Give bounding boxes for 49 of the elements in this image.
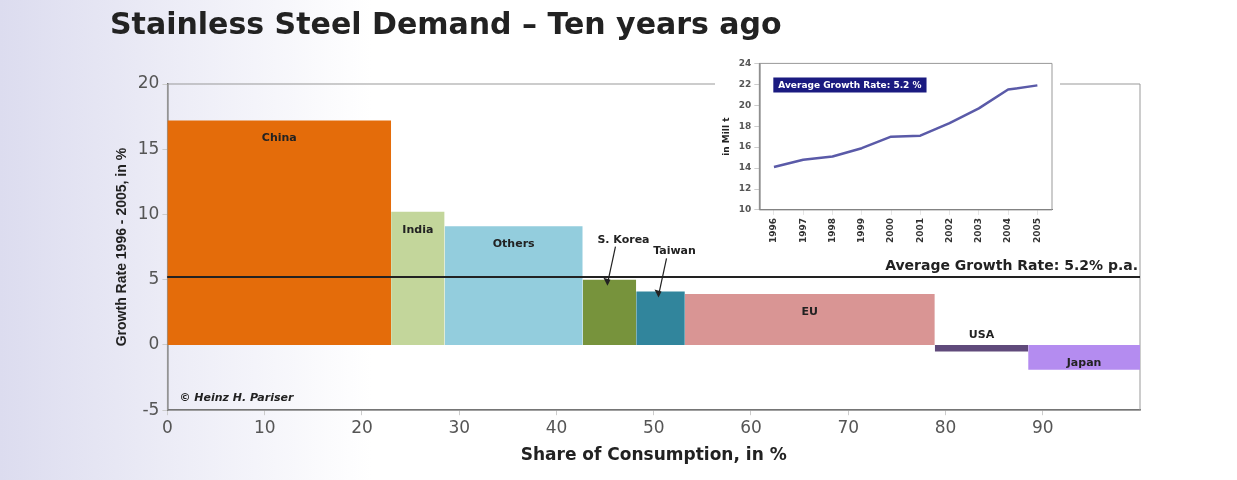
x-tick-label: 50 [642, 416, 665, 437]
x-tick-label: 90 [1031, 416, 1054, 437]
y-tick-label: 10 [137, 202, 160, 223]
y-tick-label: 22 [738, 78, 752, 89]
y-tick-label: 24 [738, 57, 752, 68]
y-tick-label: 16 [738, 141, 752, 152]
chart-title: Stainless Steel Demand – Ten years ago [110, 5, 782, 41]
y-tick-label: 18 [738, 120, 752, 131]
x-tick-label: 20 [351, 416, 373, 437]
series-label: EU [801, 304, 819, 318]
y-axis-title: in Mill t [720, 116, 731, 156]
text: Taiwan [653, 244, 696, 258]
x-tick-label: 0 [162, 416, 173, 437]
x-tick-label: 1996 [768, 217, 779, 244]
x-tick-label: 2000 [885, 217, 896, 244]
x-tick-label: 2003 [973, 217, 984, 244]
y-tick-label: 14 [738, 162, 752, 173]
x-axis-title: Share of Consumption, in % [520, 444, 787, 465]
series-label: USA [968, 327, 995, 341]
series-label: India [402, 222, 434, 236]
annotation: Average Growth Rate: 5.2 % [778, 79, 922, 90]
x-tick-label: 40 [545, 416, 568, 437]
series-label: Japan [1065, 355, 1102, 369]
y-tick-label: -5 [142, 398, 160, 419]
x-tick-label: 2005 [1031, 217, 1042, 244]
x-tick-label: 1997 [797, 217, 808, 244]
y-tick-label: 5 [148, 268, 160, 289]
y-axis-title: Growth Rate 1996 - 2005, in % [113, 147, 130, 347]
x-tick-label: 2004 [1002, 217, 1013, 244]
x-tick-label: 30 [448, 416, 471, 437]
x-tick-label: 1998 [826, 217, 837, 244]
x-tick-label: 80 [934, 416, 957, 437]
annotation: © Heinz H. Pariser [179, 391, 294, 405]
x-tick-label: 70 [837, 416, 860, 437]
x-tick-label: 2001 [914, 217, 925, 244]
y-tick-label: 15 [137, 137, 160, 158]
x-tick-label: 60 [740, 416, 762, 437]
y-tick-label: 20 [137, 72, 160, 93]
y-tick-label: 10 [738, 204, 752, 215]
series-label: China [261, 131, 297, 145]
x-tick-label: 10 [253, 416, 276, 437]
y-tick-label: 20 [738, 99, 752, 110]
ref-line-label: Average Growth Rate: 5.2% p.a. [885, 256, 1138, 273]
y-tick-label: 12 [738, 183, 752, 194]
x-tick-label: 1999 [856, 217, 867, 244]
text: S. Korea [597, 232, 650, 246]
series-label: Others [492, 237, 536, 251]
x-tick-label: 2002 [943, 217, 954, 244]
y-tick-label: 0 [148, 333, 160, 354]
